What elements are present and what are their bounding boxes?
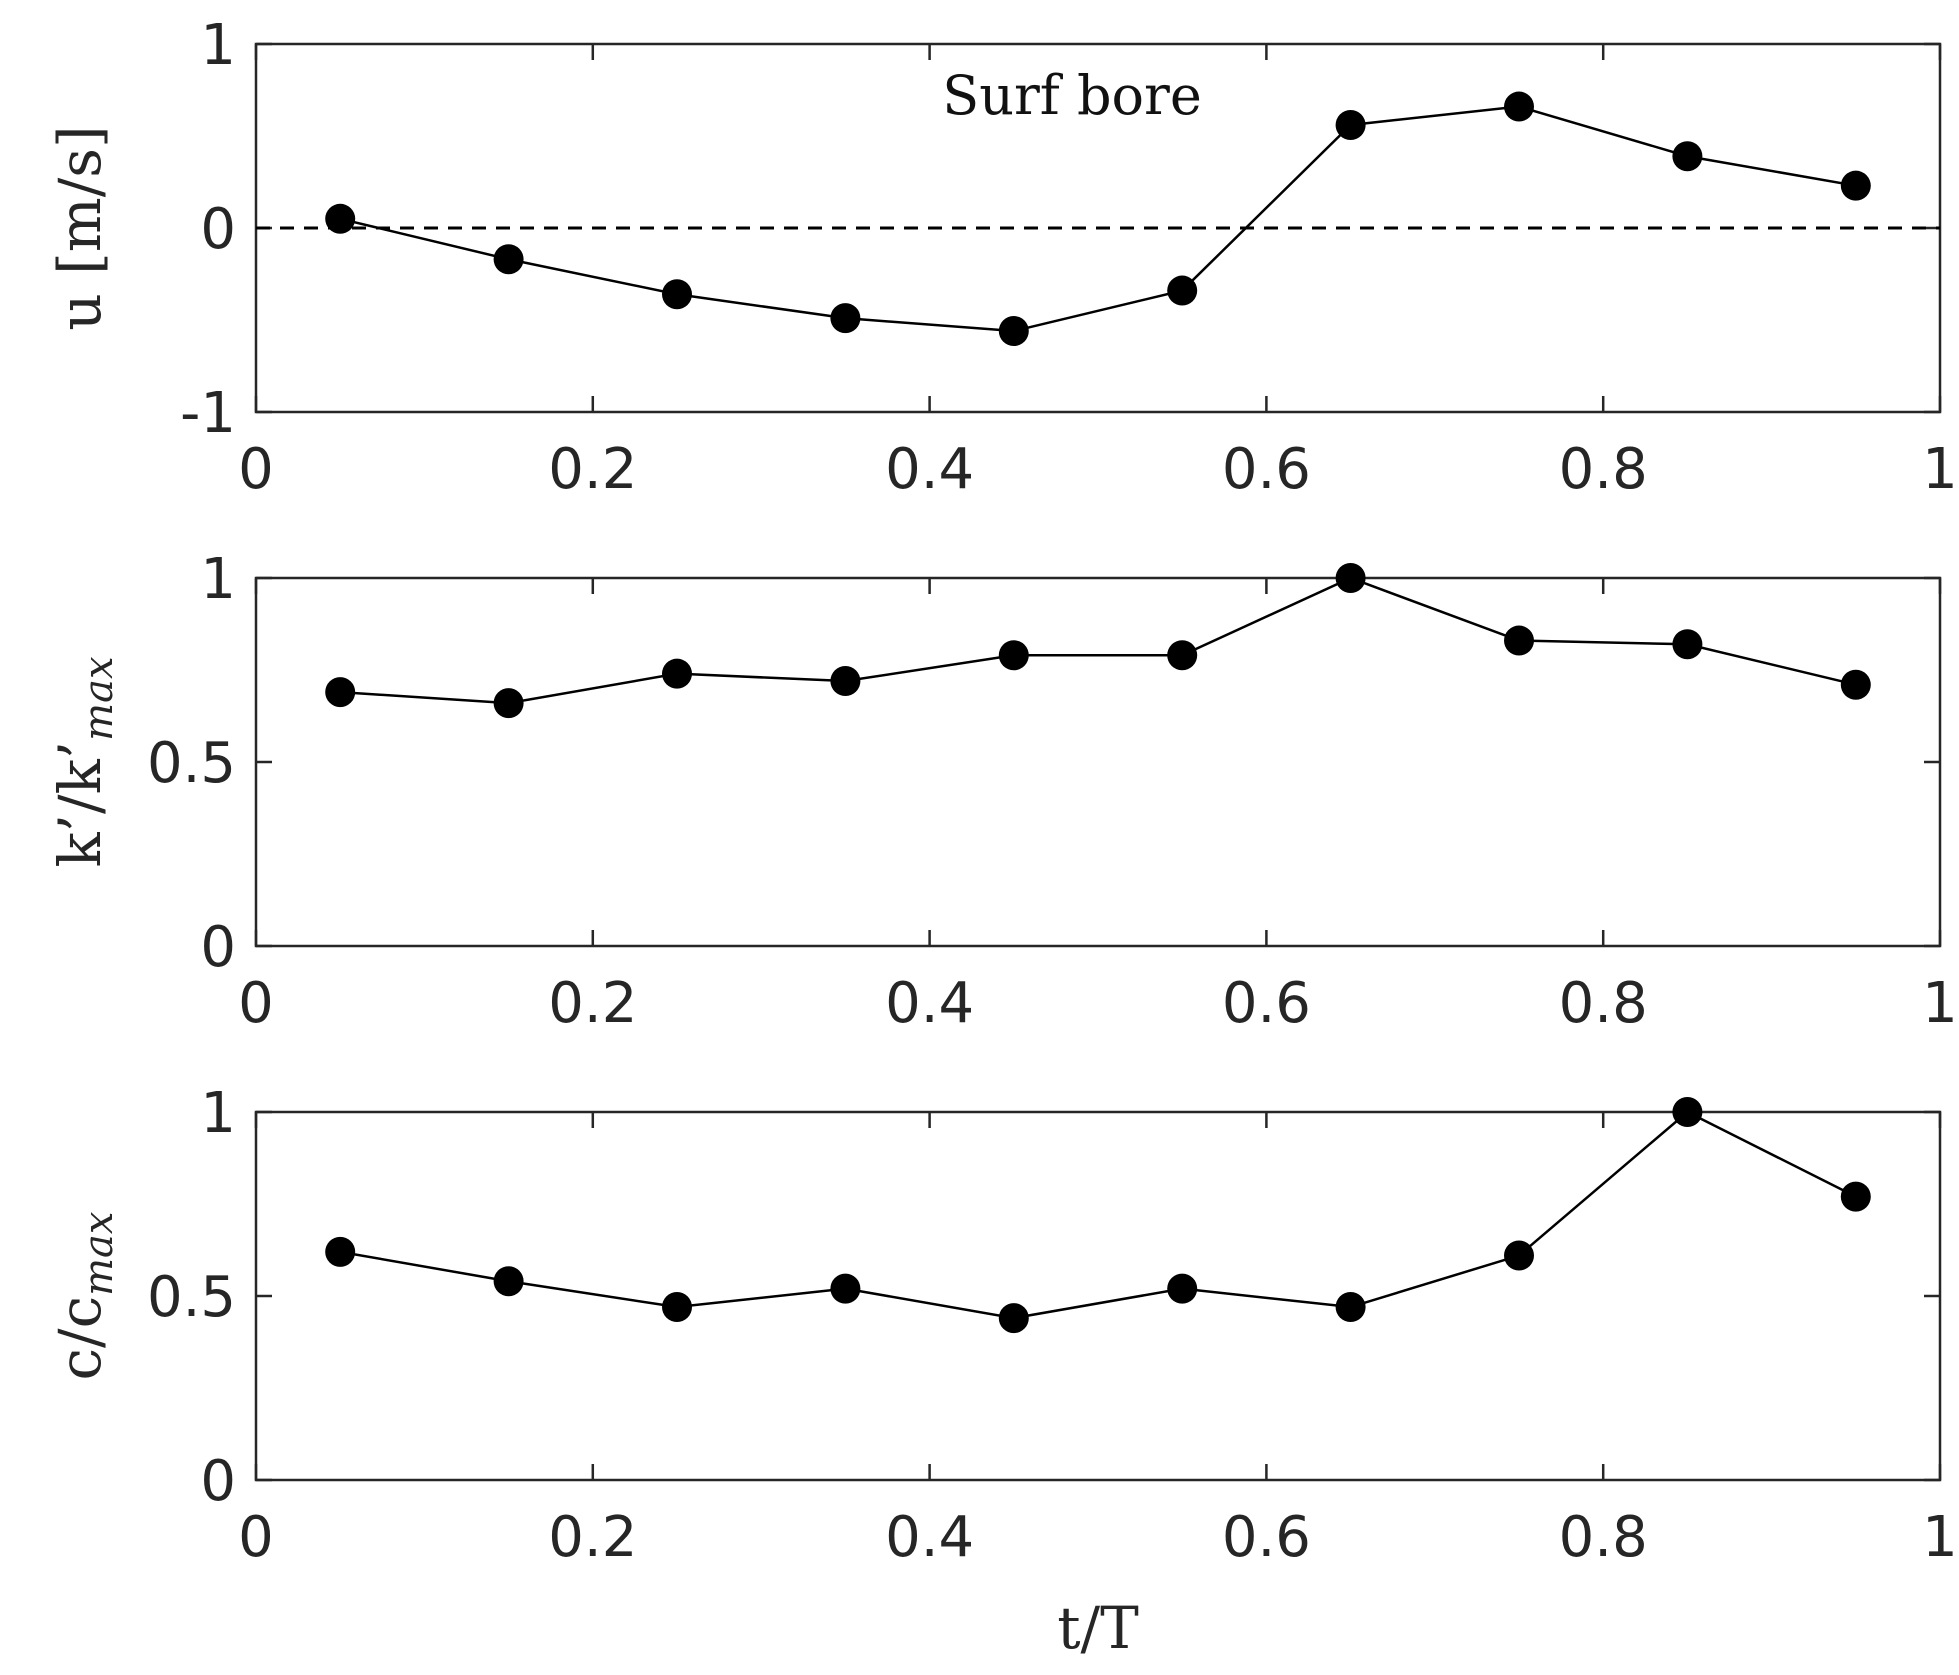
y-axis-label: c/cmax (46, 1212, 122, 1381)
data-point (998, 1303, 1029, 1334)
x-tick-label: 0 (238, 1505, 274, 1570)
data-point (830, 1273, 861, 1304)
data-point (662, 658, 692, 689)
x-tick-label: 0.8 (1559, 437, 1648, 502)
x-tick-label: 0 (238, 437, 274, 502)
y-axis-label-main: k’/k’ (46, 741, 114, 868)
data-point (998, 316, 1029, 347)
x-tick-label: 0.8 (1559, 1505, 1648, 1570)
panel-2: 0 0.2 0.4 0.6 0.8 1 0 0.5 1 k’/k’max (46, 547, 1958, 1036)
data-point (1167, 275, 1198, 306)
y-axis-label: u [m/s] (46, 125, 114, 330)
series-line (339, 1110, 1857, 1320)
x-tick-label: 0.2 (548, 437, 637, 502)
y-tick-label: 0.5 (147, 731, 236, 796)
y-axis-label-subscript: max (76, 656, 122, 740)
data-point (1167, 1273, 1198, 1304)
x-tick-label: 0.4 (885, 971, 974, 1036)
data-point (1672, 1097, 1703, 1127)
data-point (1335, 1292, 1366, 1323)
data-point (830, 666, 861, 697)
x-tick-label: 0.8 (1559, 971, 1648, 1036)
data-point (1504, 1240, 1534, 1271)
data-point (1504, 91, 1534, 122)
x-tick-label: 0.2 (548, 1505, 637, 1570)
data-point (1167, 640, 1198, 671)
data-point (1840, 170, 1871, 201)
y-tick-label: 1 (200, 1081, 236, 1146)
y-tick-label: 0.5 (147, 1265, 236, 1330)
x-tick-label: 0.6 (1222, 1505, 1311, 1570)
y-tick-label: 0 (200, 197, 236, 262)
x-tick-label: 0 (238, 971, 274, 1036)
x-tick-label: 0.4 (885, 437, 974, 502)
data-point (1335, 109, 1366, 140)
data-point (325, 203, 356, 234)
data-point (493, 1266, 524, 1297)
x-tick-label: 1 (1922, 437, 1958, 502)
y-axis-label-subscript: max (76, 1212, 122, 1296)
data-point (1672, 141, 1703, 172)
annotation-surf-bore: Surf bore (942, 64, 1202, 127)
x-axis-label: t/T (1057, 1594, 1139, 1662)
data-point (1672, 629, 1703, 660)
data-point (662, 279, 692, 310)
y-axis-label-main: c/c (46, 1296, 114, 1381)
data-point (662, 1292, 692, 1323)
data-point (493, 244, 524, 275)
y-tick-label: 1 (200, 13, 236, 78)
series-line (339, 105, 1857, 333)
series-line (340, 576, 1857, 705)
x-tick-label: 0.6 (1222, 437, 1311, 502)
y-axis-label: k’/k’max (46, 656, 122, 867)
y-tick-label: 0 (200, 1449, 236, 1514)
data-point (1840, 1181, 1871, 1212)
y-tick-label: 1 (200, 547, 236, 612)
data-point (493, 688, 524, 719)
data-point (1840, 669, 1871, 700)
data-point (325, 1236, 356, 1267)
x-tick-label: 0.4 (885, 1505, 974, 1570)
x-tick-label: 0.2 (548, 971, 637, 1036)
panel-3: 0 0.2 0.4 0.6 0.8 1 0 0.5 1 c/cmax t/T (46, 1081, 1958, 1662)
data-point (830, 303, 861, 334)
x-tick-label: 1 (1922, 971, 1958, 1036)
y-tick-label: 0 (200, 915, 236, 980)
x-tick-label: 1 (1922, 1505, 1958, 1570)
data-point (325, 677, 356, 708)
y-tick-label: -1 (180, 381, 236, 446)
data-point (1335, 563, 1366, 593)
data-point (1504, 625, 1534, 656)
x-tick-label: 0.6 (1222, 971, 1311, 1036)
data-point (998, 640, 1029, 671)
